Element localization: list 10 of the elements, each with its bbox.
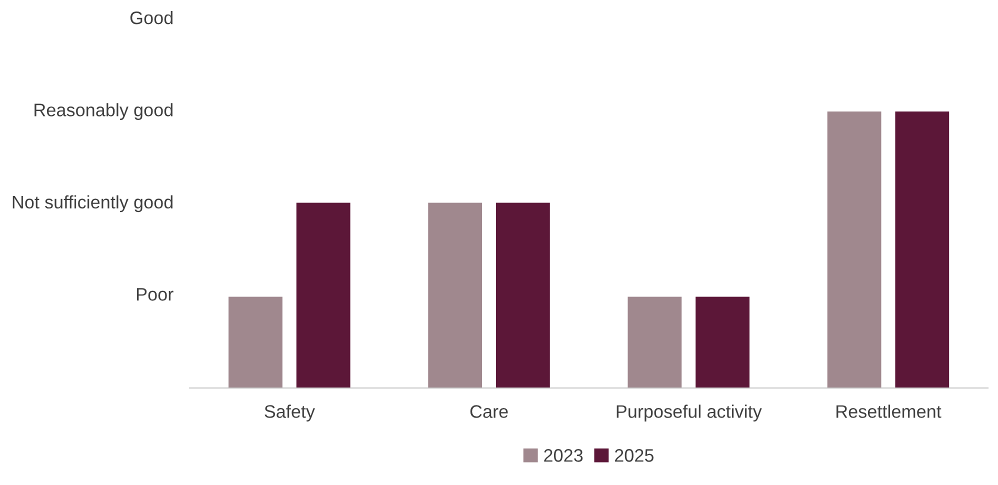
x-tick-label: Care (470, 405, 508, 418)
text: Poor (136, 288, 174, 301)
legend-label: 2023 (544, 449, 583, 462)
x-tick-label: Safety (264, 404, 315, 422)
text: Good (130, 10, 172, 24)
x-tick-label: Purposeful activity (616, 404, 762, 422)
text: Reasonably good (34, 103, 172, 120)
legend-label: 2025 (615, 449, 654, 462)
x-tick-label: Resettlement (836, 404, 942, 418)
text: Not sufficiently good (12, 195, 172, 212)
